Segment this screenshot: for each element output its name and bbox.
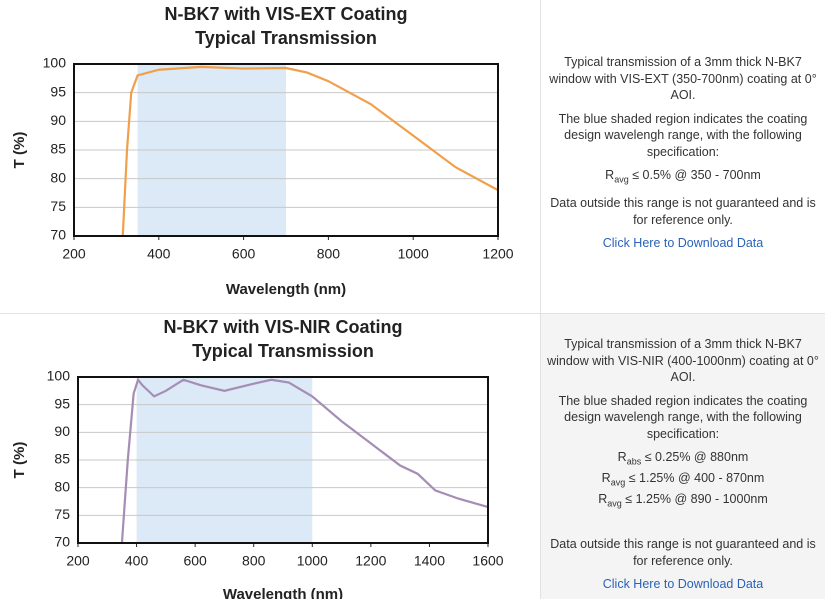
x-tick-label: 400 [147,246,171,262]
x-tick-label: 800 [317,246,341,262]
y-tick-label: 75 [50,198,66,214]
spec-text: ≤ 1.25% @ 890 - 1000nm [625,492,768,506]
specs: Ravg ≤ 0.5% @ 350 - 700nm [547,167,819,188]
y-tick-label: 85 [50,141,66,157]
x-tick-label: 200 [62,246,86,262]
y-tick-label: 90 [54,423,70,439]
spec-row: Ravg ≤ 1.25% @ 400 - 870nm [547,470,819,491]
spec-symbol: R [617,450,627,464]
y-tick-label: 85 [54,451,70,467]
y-tick-label: 75 [54,506,70,522]
shading-note: The blue shaded region indicates the coa… [558,393,808,441]
x-tick-label: 1400 [414,553,445,569]
disclaimer: Data outside this range is not guarantee… [550,196,816,227]
spec-symbol: R [601,471,611,485]
description: Typical transmission of a 3mm thick N-BK… [549,55,817,102]
x-tick-label: 1000 [297,553,328,569]
download-link[interactable]: Click Here to Download Data [602,236,764,250]
chart-title: N-BK7 with VIS-NIR Coating [164,317,403,337]
spec-subscript: avg [610,477,626,488]
x-tick-label: 1600 [472,553,503,569]
y-tick-label: 90 [50,112,66,128]
series-line [121,65,498,236]
chart-subtitle: Typical Transmission [195,28,377,48]
x-tick-label: 600 [183,553,207,569]
x-axis-label: Wavelength (nm) [223,586,343,599]
y-axis-label: T (%) [11,442,28,479]
spec-row: Rabs ≤ 0.25% @ 880nm [547,449,819,470]
x-tick-label: 400 [125,553,149,569]
chart-title: N-BK7 with VIS-EXT Coating [165,4,408,24]
specs: Rabs ≤ 0.25% @ 880nm Ravg ≤ 1.25% @ 400 -… [547,449,819,512]
chart-subtitle: Typical Transmission [192,341,374,361]
x-tick-label: 200 [66,553,90,569]
y-tick-label: 95 [50,83,66,99]
y-tick-label: 80 [50,169,66,185]
y-tick-label: 70 [54,534,70,550]
x-tick-label: 800 [242,553,266,569]
spec-text: ≤ 0.5% @ 350 - 700nm [632,168,761,182]
y-axis-label: T (%) [11,132,28,169]
shading-note: The blue shaded region indicates the coa… [558,111,808,159]
disclaimer: Data outside this range is not guarantee… [550,537,816,568]
plot-frame [77,376,489,544]
info-panel: Typical transmission of a 3mm thick N-BK… [540,313,825,599]
spec-symbol: R [598,492,608,506]
download-link[interactable]: Click Here to Download Data [602,577,764,591]
x-axis-label: Wavelength (nm) [226,281,346,298]
x-tick-label: 1200 [355,553,386,569]
series-line [120,377,488,543]
x-tick-label: 1200 [482,246,513,262]
y-tick-label: 70 [50,227,66,243]
spec-subscript: abs [626,456,642,467]
y-tick-label: 100 [43,55,67,71]
y-tick-label: 100 [47,368,71,384]
description: Typical transmission of a 3mm thick N-BK… [547,337,819,384]
spec-subscript: avg [614,174,629,185]
chart: N-BK7 with VIS-EXT Coating Typical Transm… [11,4,514,298]
y-tick-label: 80 [54,478,70,494]
x-tick-label: 600 [232,246,256,262]
y-tick-label: 95 [54,395,70,411]
plot-frame [73,63,499,237]
spec-text: ≤ 1.25% @ 400 - 870nm [628,471,765,485]
info-panel: Typical transmission of a 3mm thick N-BK… [540,0,825,313]
x-tick-label: 1000 [398,246,429,262]
spec-row: Ravg ≤ 1.25% @ 890 - 1000nm [547,491,819,512]
spec-subscript: avg [607,498,622,509]
spec-row: Ravg ≤ 0.5% @ 350 - 700nm [547,167,819,188]
chart: N-BK7 with VIS-NIR Coating Typical Transm… [11,317,504,599]
spec-text: ≤ 0.25% @ 880nm [644,450,749,464]
spec-symbol: R [605,168,615,182]
divider [0,313,540,314]
